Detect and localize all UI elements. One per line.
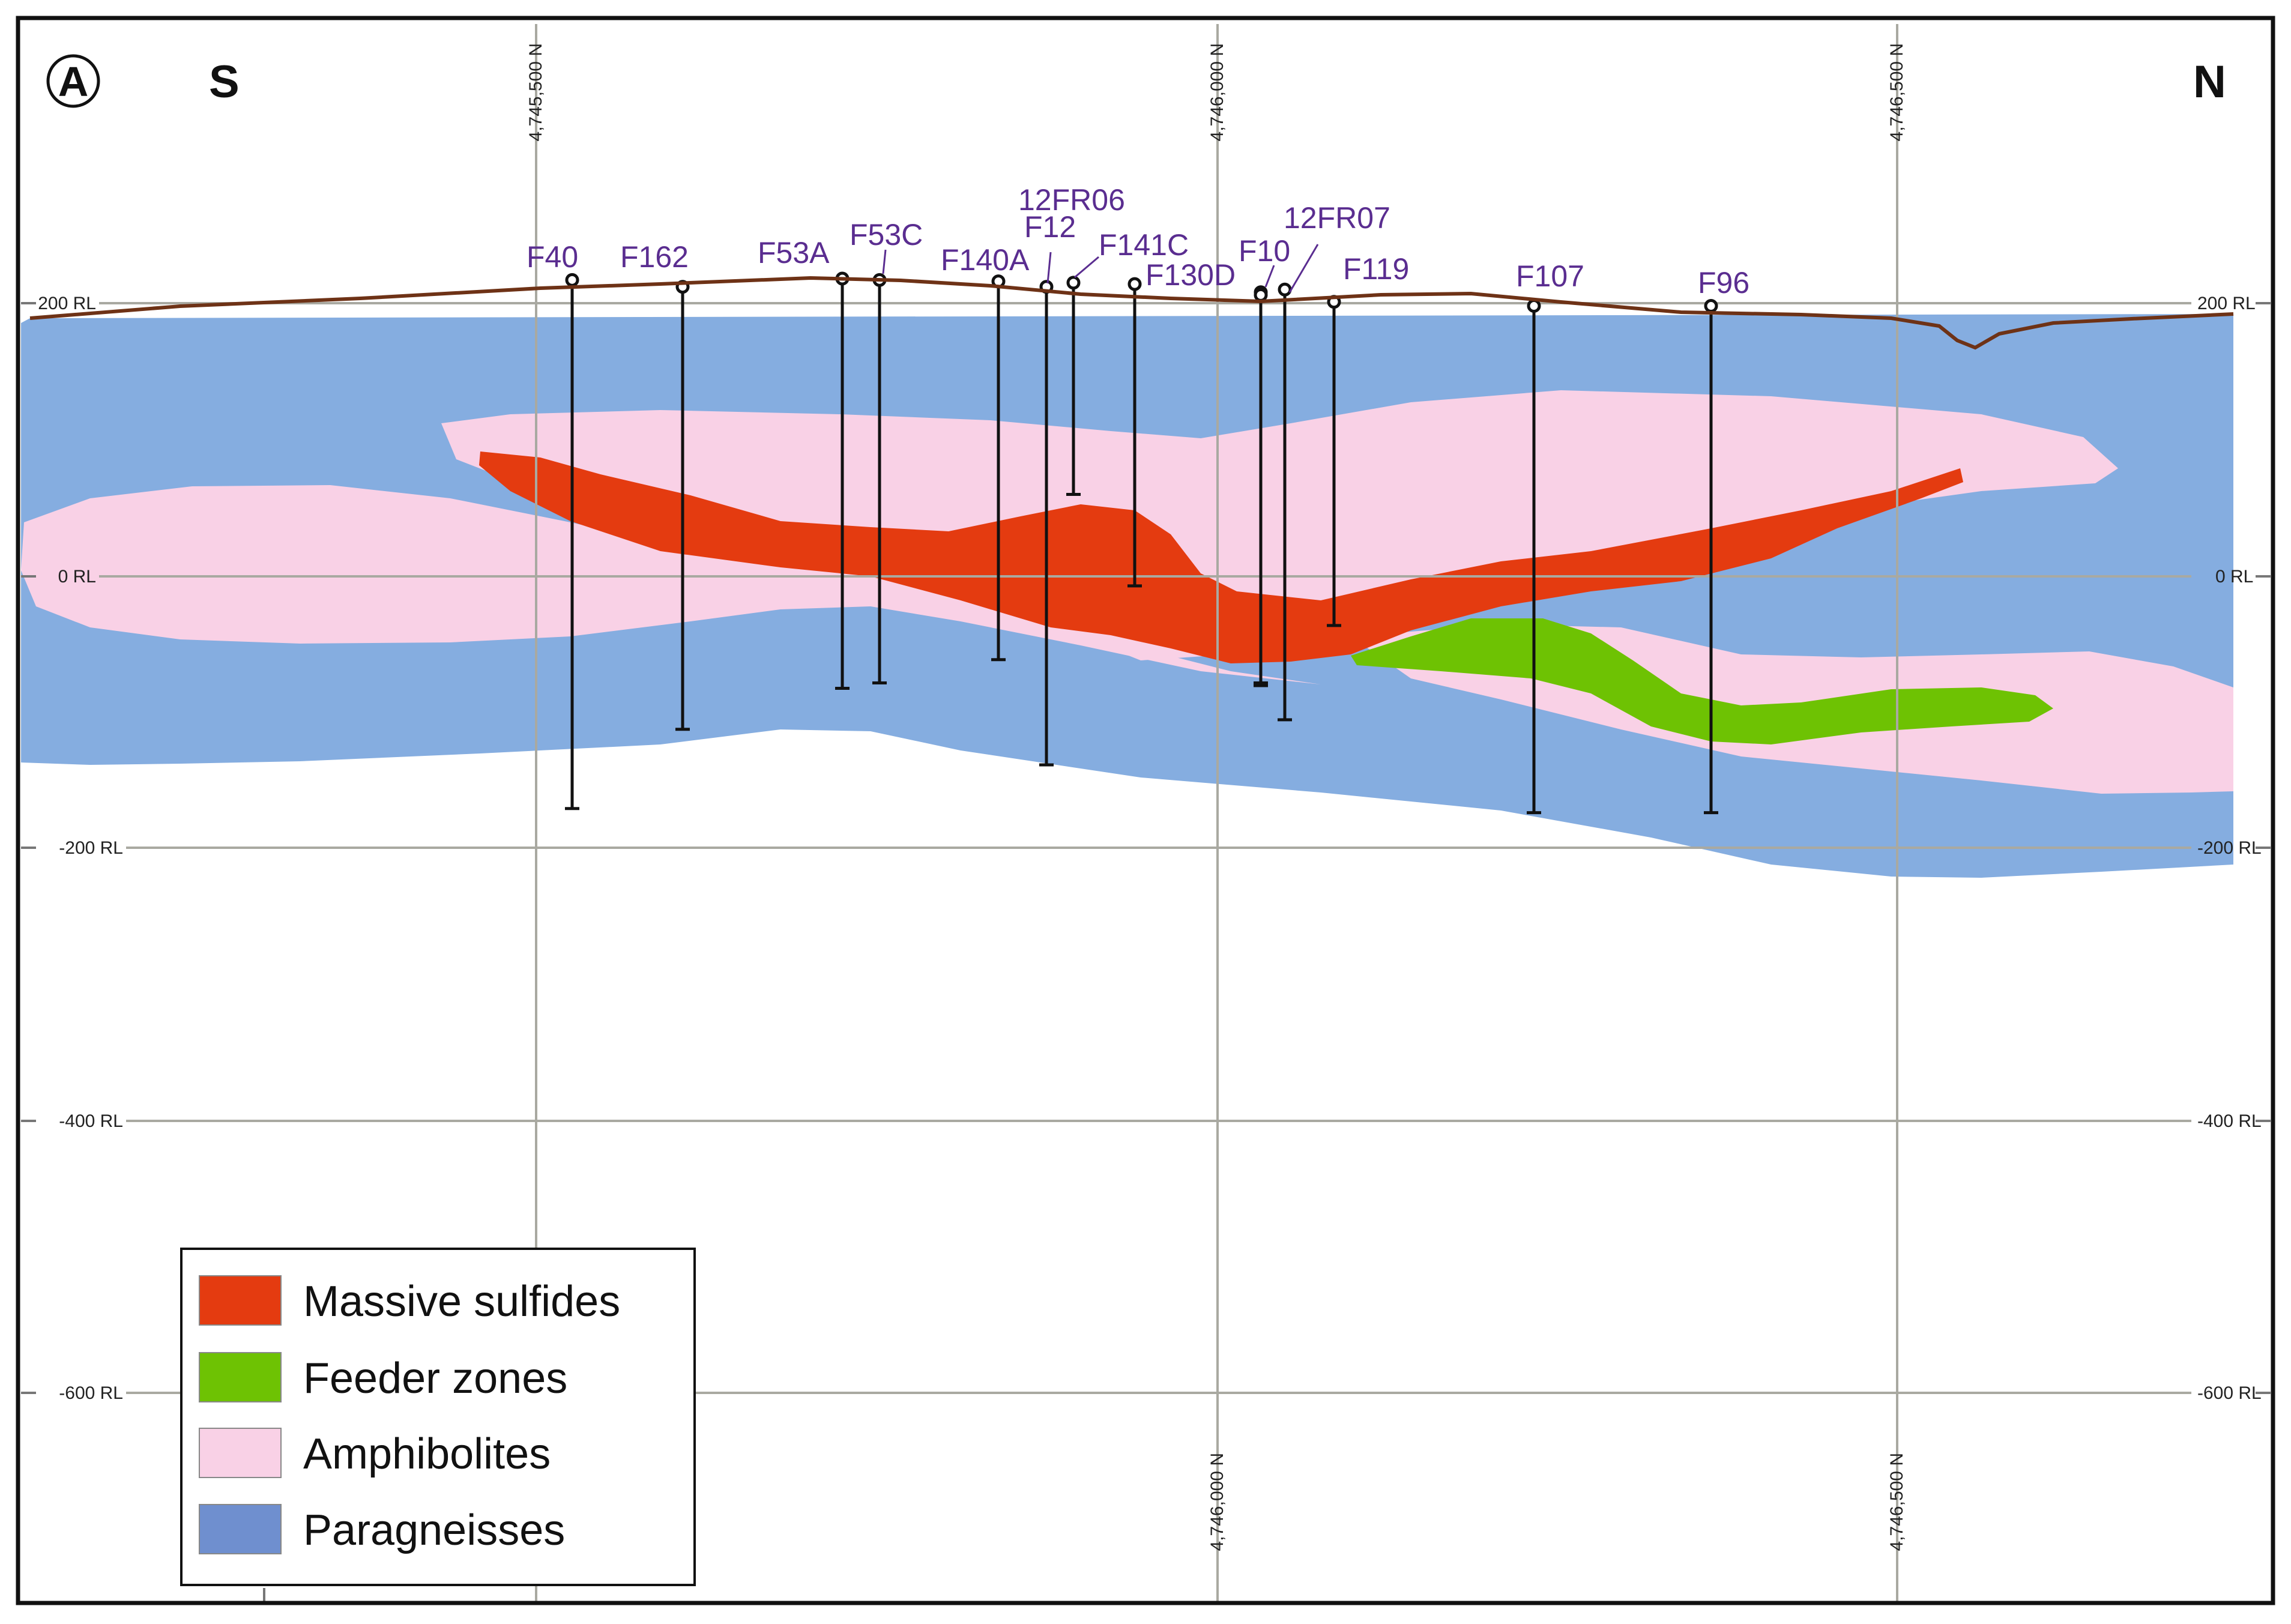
drill-hole-collar-f141c — [1127, 277, 1142, 291]
hole-label-f162: F162 — [620, 240, 689, 274]
hole-label-f53a: F53A — [758, 236, 830, 270]
northing-label-top-3: 4,746,500 N — [1887, 43, 1907, 141]
edge-ticks — [21, 302, 2271, 1602]
legend-swatch-paragneisses — [199, 1504, 282, 1554]
leader-f12 — [1046, 252, 1052, 284]
northing-label-bottom-1: 4,746,000 N — [1207, 1453, 1227, 1551]
amphibolites-left-lens — [21, 485, 1321, 684]
hole-label-f130d: F130D — [1146, 258, 1236, 292]
hole-label-12fr06: 12FR06 — [1018, 183, 1125, 217]
drill-hole-labels: F40 F162 F53A F53C F140A F12 12FR06 F141… — [527, 183, 1749, 300]
rl-label-left-minus200: -200 RL — [59, 838, 123, 858]
legend-label-feeder-zones: Feeder zones — [303, 1354, 567, 1402]
drill-hole-collar-12fr06 — [1066, 276, 1081, 290]
direction-north: N — [2193, 56, 2226, 107]
geology-layers — [21, 314, 2233, 878]
rl-label-right-minus400: -400 RL — [2197, 1111, 2262, 1131]
section-marker-circle — [46, 54, 100, 108]
rl-label-right-minus200: -200 RL — [2197, 838, 2262, 858]
leader-12fr07 — [1288, 244, 1319, 293]
hole-label-f10: F10 — [1239, 234, 1290, 268]
hole-label-f141c: F141C — [1099, 228, 1189, 262]
northing-label-bottom-2: 4,746,500 N — [1887, 1453, 1907, 1551]
legend: Massive sulfides Feeder zones Amphibolit… — [180, 1248, 696, 1586]
rl-label-left-0: 0 RL — [58, 567, 96, 587]
drill-holes — [565, 271, 1718, 815]
hole-label-f40: F40 — [527, 240, 578, 274]
rl-label-right-200: 200 RL — [2197, 294, 2256, 313]
legend-swatch-amphibolites — [199, 1428, 282, 1478]
leader-f141c — [1074, 256, 1099, 279]
rl-label-left-200: 200 RL — [38, 294, 96, 313]
drill-hole-collar-f10 — [1254, 288, 1268, 302]
drill-hole-collar-12fr07 — [1278, 282, 1292, 297]
section-marker-letter: A — [58, 58, 89, 105]
northing-labels: 4,745,500 N 4,746,000 N 4,746,500 N 4,74… — [526, 43, 1907, 1551]
elevation-labels-right: 200 RL 0 RL -200 RL -400 RL -600 RL — [2197, 294, 2262, 1403]
legend-label-massive-sulfides: Massive sulfides — [303, 1278, 620, 1326]
hole-label-f140a: F140A — [941, 243, 1030, 277]
leader-f53c — [882, 249, 887, 274]
drill-hole-collar-f40 — [565, 273, 579, 287]
elevation-labels-left: 200 RL 0 RL -200 RL -400 RL -600 RL — [38, 294, 123, 1403]
hole-label-f53c: F53C — [850, 218, 923, 252]
rl-label-right-0: 0 RL — [2215, 567, 2253, 587]
hole-label-12fr07: 12FR07 — [1284, 201, 1390, 235]
legend-label-paragneisses: Paragneisses — [303, 1506, 565, 1554]
northing-label-top-1: 4,745,500 N — [526, 43, 546, 141]
feeder-zones-unit — [1351, 618, 2053, 744]
legend-swatch-feeder-zones — [199, 1352, 282, 1402]
hole-label-f119: F119 — [1343, 252, 1409, 286]
legend-label-amphibolites: Amphibolites — [303, 1430, 551, 1478]
hole-label-f107: F107 — [1516, 259, 1584, 293]
drill-hole-collar-f107 — [1527, 299, 1541, 313]
section-marker: A — [46, 54, 100, 108]
rl-label-left-minus400: -400 RL — [59, 1111, 123, 1131]
amphibolites-upper-lens — [441, 390, 2118, 660]
topographic-surface — [29, 276, 2234, 350]
direction-south: S — [209, 56, 240, 107]
drill-hole-collar-f96 — [1704, 299, 1718, 313]
legend-swatch-massive-sulfides — [199, 1275, 282, 1326]
rl-label-left-minus600: -600 RL — [59, 1383, 123, 1403]
hole-label-f96: F96 — [1698, 266, 1749, 300]
hole-label-f12: F12 — [1024, 210, 1076, 244]
rl-label-right-minus600: -600 RL — [2197, 1383, 2262, 1403]
massive-sulfides-unit — [479, 451, 1963, 663]
figure-frame — [16, 16, 2275, 1605]
leader-f10 — [1264, 265, 1275, 288]
northing-label-top-2: 4,746,000 N — [1207, 43, 1227, 141]
